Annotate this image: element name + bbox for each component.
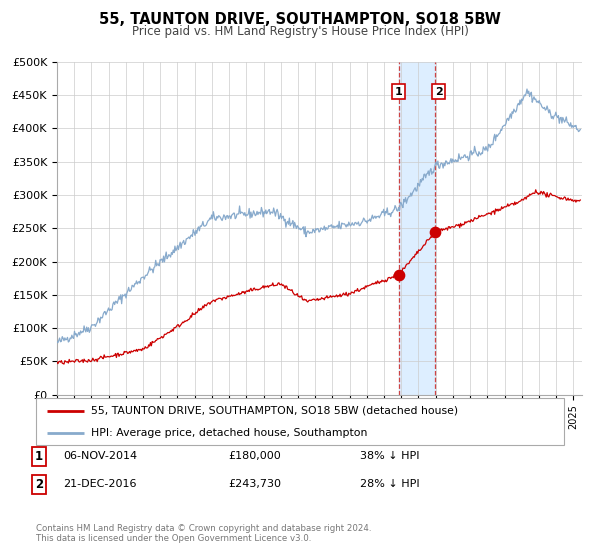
Text: Price paid vs. HM Land Registry's House Price Index (HPI): Price paid vs. HM Land Registry's House … [131,25,469,38]
Point [394,270,403,279]
Text: 06-NOV-2014: 06-NOV-2014 [63,451,137,461]
Text: 2: 2 [435,87,442,96]
Text: 55, TAUNTON DRIVE, SOUTHAMPTON, SO18 5BW (detached house): 55, TAUNTON DRIVE, SOUTHAMPTON, SO18 5BW… [91,406,458,416]
Text: £180,000: £180,000 [228,451,281,461]
Text: 28% ↓ HPI: 28% ↓ HPI [360,479,419,489]
Text: 55, TAUNTON DRIVE, SOUTHAMPTON, SO18 5BW: 55, TAUNTON DRIVE, SOUTHAMPTON, SO18 5BW [99,12,501,27]
Text: 2: 2 [35,478,43,491]
Text: 1: 1 [35,450,43,463]
Text: Contains HM Land Registry data © Crown copyright and database right 2024.
This d: Contains HM Land Registry data © Crown c… [36,524,371,543]
Text: 1: 1 [395,87,403,96]
Bar [398,62,435,395]
Point [430,228,440,237]
Text: 38% ↓ HPI: 38% ↓ HPI [360,451,419,461]
FancyBboxPatch shape [36,398,564,445]
Text: HPI: Average price, detached house, Southampton: HPI: Average price, detached house, Sout… [91,428,368,438]
Text: £243,730: £243,730 [228,479,281,489]
Text: 21-DEC-2016: 21-DEC-2016 [63,479,137,489]
